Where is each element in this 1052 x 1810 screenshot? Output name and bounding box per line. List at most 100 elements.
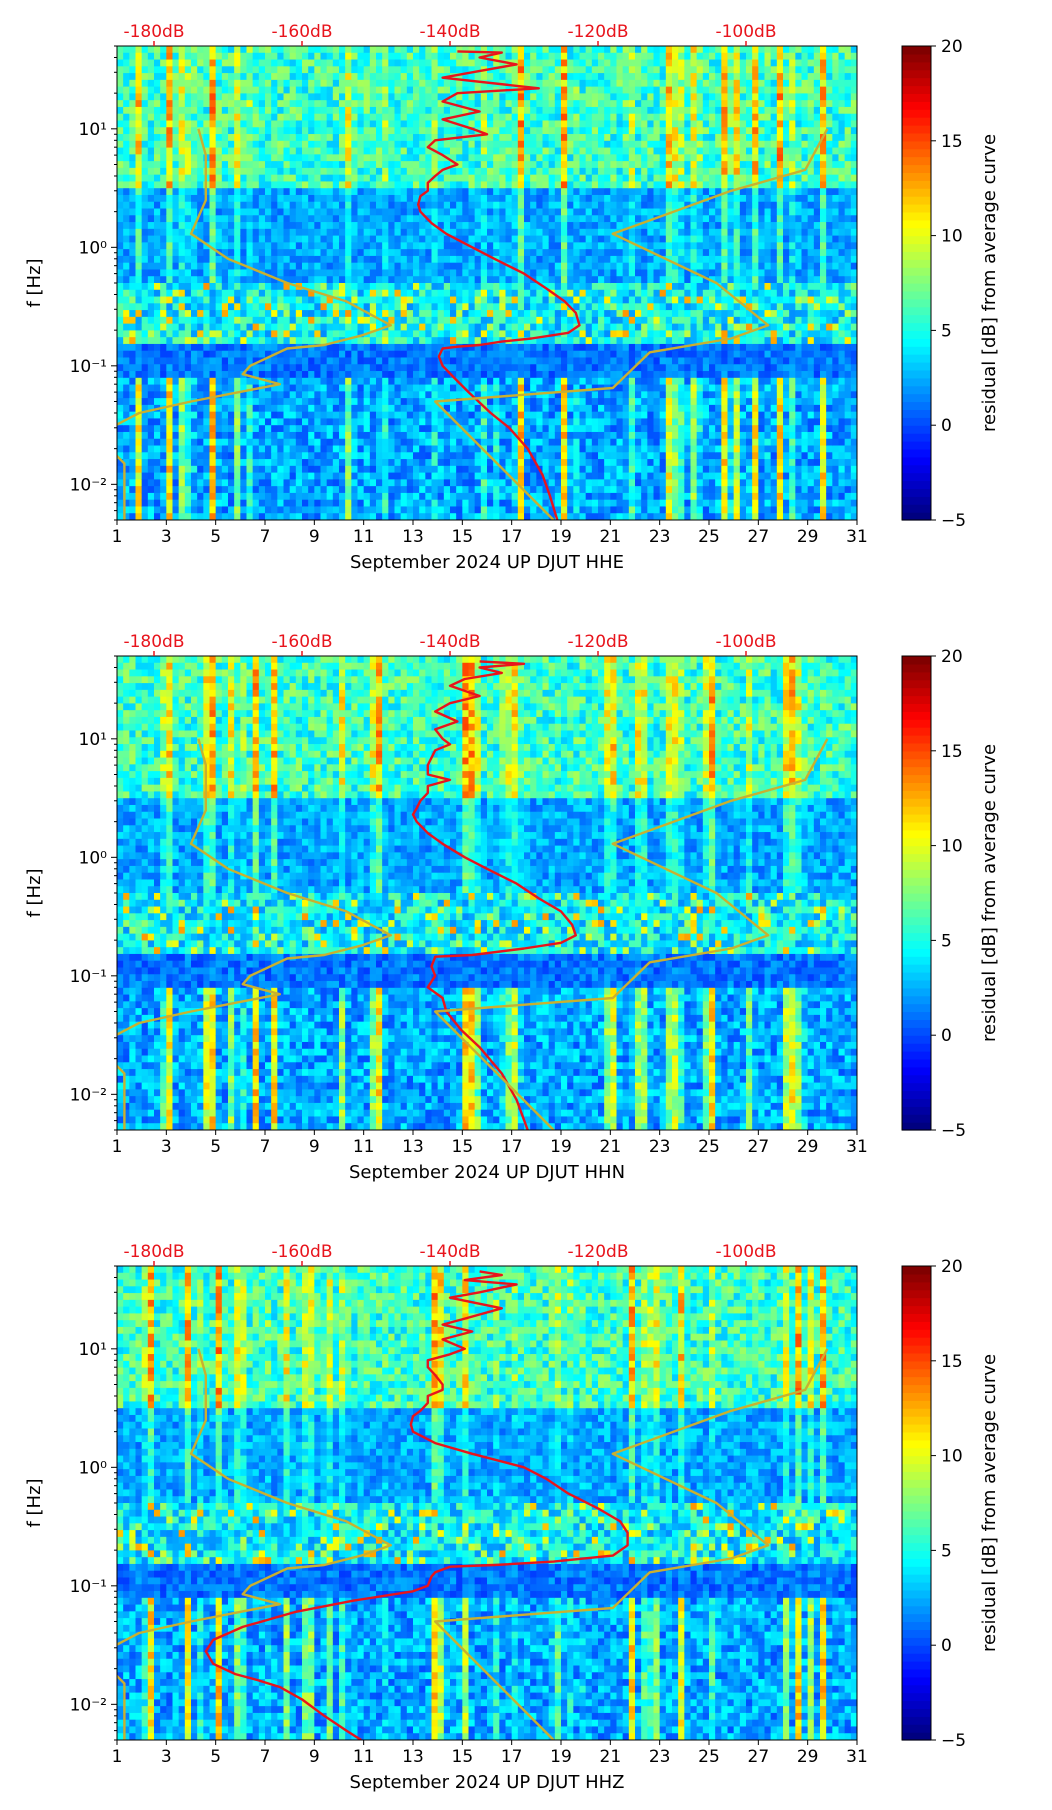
heatmap-cell bbox=[154, 500, 161, 507]
heatmap-cell bbox=[259, 371, 266, 378]
heatmap-cell bbox=[271, 439, 278, 446]
heatmap-cell bbox=[259, 66, 266, 73]
heatmap-cell bbox=[339, 168, 346, 175]
heatmap-cell bbox=[136, 222, 143, 229]
heatmap-cell bbox=[197, 324, 204, 331]
heatmap-cell bbox=[277, 452, 284, 459]
heatmap-cell bbox=[136, 337, 143, 344]
heatmap-cell bbox=[395, 506, 402, 513]
heatmap-cell bbox=[136, 249, 143, 256]
heatmap-cell bbox=[475, 432, 482, 439]
heatmap-cell bbox=[259, 452, 266, 459]
heatmap-cell bbox=[321, 317, 328, 324]
heatmap-cell bbox=[401, 439, 408, 446]
heatmap-cell bbox=[345, 60, 352, 67]
heatmap-cell bbox=[358, 324, 365, 331]
heatmap-cell bbox=[271, 120, 278, 127]
heatmap-cell bbox=[376, 452, 383, 459]
heatmap-cell bbox=[234, 60, 241, 67]
heatmap-cell bbox=[277, 310, 284, 317]
heatmap-cell bbox=[327, 310, 334, 317]
heatmap-cell bbox=[487, 263, 494, 270]
heatmap-cell bbox=[265, 446, 272, 453]
heatmap-cell bbox=[290, 303, 297, 310]
heatmap-cell bbox=[524, 134, 531, 141]
heatmap-cell bbox=[432, 479, 439, 486]
heatmap-cell bbox=[450, 263, 457, 270]
heatmap-cell bbox=[308, 107, 315, 114]
heatmap-cell bbox=[413, 114, 420, 121]
heatmap-cell bbox=[345, 263, 352, 270]
heatmap-cell bbox=[191, 80, 198, 87]
heatmap-cell bbox=[314, 148, 321, 155]
heatmap-cell bbox=[487, 100, 494, 107]
heatmap-cell bbox=[173, 256, 180, 263]
heatmap-cell bbox=[364, 80, 371, 87]
heatmap-cell bbox=[456, 168, 463, 175]
heatmap-cell bbox=[191, 303, 198, 310]
heatmap-cell bbox=[160, 114, 167, 121]
heatmap-cell bbox=[333, 276, 340, 283]
heatmap-cell bbox=[228, 114, 235, 121]
heatmap-cell bbox=[524, 46, 531, 53]
heatmap-cell bbox=[173, 357, 180, 364]
heatmap-cell bbox=[518, 100, 525, 107]
heatmap-cell bbox=[228, 107, 235, 114]
heatmap-cell bbox=[179, 452, 186, 459]
heatmap-cell bbox=[191, 134, 198, 141]
heatmap-cell bbox=[493, 215, 500, 222]
heatmap-cell bbox=[216, 418, 223, 425]
heatmap-cell bbox=[456, 141, 463, 148]
heatmap-cell bbox=[314, 310, 321, 317]
heatmap-cell bbox=[216, 107, 223, 114]
heatmap-cell bbox=[530, 80, 537, 87]
heatmap-cell bbox=[154, 60, 161, 67]
heatmap-cell bbox=[475, 473, 482, 480]
heatmap-cell bbox=[395, 317, 402, 324]
heatmap-cell bbox=[321, 405, 328, 412]
heatmap-cell bbox=[499, 209, 506, 216]
heatmap-cell bbox=[253, 425, 260, 432]
heatmap-cell bbox=[259, 493, 266, 500]
heatmap-cell bbox=[308, 317, 315, 324]
heatmap-cell bbox=[518, 446, 525, 453]
heatmap-cell bbox=[376, 330, 383, 337]
heatmap-cell bbox=[469, 60, 476, 67]
heatmap-cell bbox=[129, 100, 136, 107]
heatmap-cell bbox=[499, 195, 506, 202]
heatmap-cell bbox=[327, 371, 334, 378]
heatmap-cell bbox=[499, 446, 506, 453]
heatmap-cell bbox=[148, 53, 155, 60]
heatmap-cell bbox=[271, 452, 278, 459]
heatmap-cell bbox=[506, 452, 513, 459]
heatmap-cell bbox=[487, 506, 494, 513]
heatmap-cell bbox=[475, 209, 482, 216]
heatmap-cell bbox=[179, 114, 186, 121]
heatmap-cell bbox=[499, 215, 506, 222]
heatmap-cell bbox=[401, 493, 408, 500]
heatmap-cell bbox=[543, 80, 550, 87]
heatmap-cell bbox=[203, 276, 210, 283]
heatmap-cell bbox=[314, 60, 321, 67]
heatmap-cell bbox=[197, 256, 204, 263]
heatmap-cell bbox=[228, 202, 235, 209]
heatmap-cell bbox=[216, 242, 223, 249]
heatmap-cell bbox=[191, 256, 198, 263]
heatmap-cell bbox=[179, 87, 186, 94]
heatmap-cell bbox=[271, 330, 278, 337]
heatmap-cell bbox=[333, 493, 340, 500]
heatmap-cell bbox=[129, 290, 136, 297]
heatmap-cell bbox=[364, 168, 371, 175]
heatmap-cell bbox=[234, 269, 241, 276]
heatmap-cell bbox=[401, 432, 408, 439]
heatmap-cell bbox=[123, 114, 130, 121]
heatmap-cell bbox=[333, 80, 340, 87]
heatmap-cell bbox=[166, 168, 173, 175]
heatmap-cell bbox=[173, 446, 180, 453]
heatmap-cell bbox=[290, 263, 297, 270]
heatmap-cell bbox=[136, 66, 143, 73]
heatmap-cell bbox=[419, 364, 426, 371]
heatmap-cell bbox=[228, 493, 235, 500]
heatmap-cell bbox=[351, 432, 358, 439]
heatmap-cell bbox=[179, 181, 186, 188]
